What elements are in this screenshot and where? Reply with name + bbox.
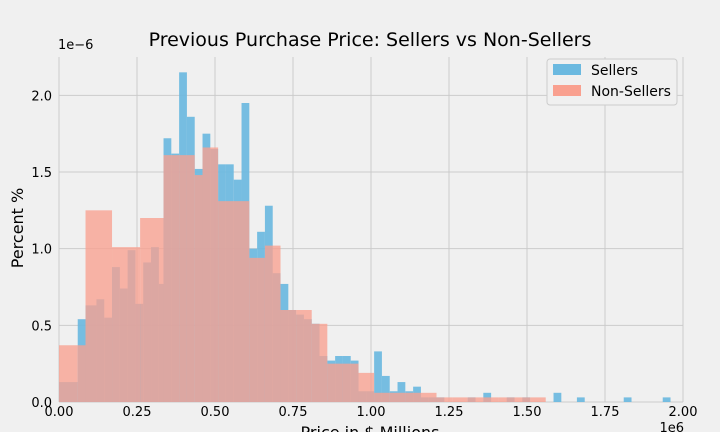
bar-sellers [662, 397, 671, 402]
legend-swatch-non-sellers [553, 85, 581, 96]
bar-non-sellers [59, 345, 78, 402]
bar-non-sellers [163, 155, 180, 402]
bar-non-sellers [358, 372, 375, 402]
bar-non-sellers [374, 392, 390, 402]
y-tick-label: 1.5 [31, 166, 52, 181]
y-offset-label: 1e−6 [58, 38, 93, 53]
x-tick-label: 1.75 [591, 405, 620, 420]
bar-sellers [553, 392, 562, 402]
y-tick-label: 0.5 [31, 319, 52, 334]
x-offset-label: 1e6 [659, 421, 684, 432]
bar-non-sellers [85, 210, 113, 402]
y-tick-label: 2.0 [31, 89, 52, 104]
bar-sellers [397, 382, 406, 402]
y-axis-label: Percent % [8, 188, 27, 269]
bar-non-sellers [342, 363, 359, 402]
x-tick-label: 0.50 [201, 405, 230, 420]
y-tick-label: 0.0 [31, 396, 52, 411]
bar-non-sellers [420, 392, 437, 402]
x-tick-label: 0.75 [279, 405, 308, 420]
bar-non-sellers [264, 245, 281, 402]
bar-non-sellers [498, 397, 515, 402]
bar-non-sellers [186, 155, 195, 402]
x-tick-label: 2.00 [669, 405, 698, 420]
bar-non-sellers [296, 310, 312, 402]
bar-non-sellers [77, 345, 86, 402]
bar-non-sellers [405, 392, 421, 402]
x-tick-label: 0.25 [123, 405, 152, 420]
bar-non-sellers [140, 218, 164, 402]
legend: Sellers Non-Sellers [546, 58, 678, 106]
bar-sellers [623, 397, 632, 402]
bar-sellers [381, 375, 390, 402]
bar-non-sellers [483, 397, 499, 402]
x-axis-label: Price in $ Millions [301, 423, 440, 432]
bar-non-sellers [179, 155, 187, 402]
bar-non-sellers [514, 397, 531, 402]
bar-non-sellers [311, 323, 328, 402]
bar-sellers [374, 351, 382, 402]
bar-non-sellers [530, 397, 546, 402]
bar-non-sellers [218, 201, 250, 402]
bar-non-sellers [194, 175, 203, 402]
bar-non-sellers [280, 310, 297, 402]
series-non-sellers-bars [59, 147, 546, 402]
bar-non-sellers [112, 247, 141, 402]
bar-sellers [576, 397, 585, 402]
legend-label-non-sellers: Non-Sellers [591, 84, 671, 100]
x-tick-labels: 0.00 0.25 0.50 0.75 1.00 1.25 1.50 1.75 2.00 [45, 405, 698, 420]
y-tick-labels: 0.0 0.5 1.0 1.5 2.0 [31, 89, 52, 411]
legend-swatch-sellers [553, 64, 581, 75]
chart-title: Previous Purchase Price: Sellers vs Non-… [149, 29, 592, 51]
x-tick-label: 1.00 [357, 405, 386, 420]
bar-non-sellers [327, 363, 343, 402]
bar-non-sellers [436, 397, 453, 402]
bar-non-sellers [249, 257, 265, 402]
bar-non-sellers [452, 397, 468, 402]
legend-label-sellers: Sellers [591, 63, 638, 79]
x-tick-label: 1.25 [435, 405, 464, 420]
x-tick-label: 1.50 [513, 405, 542, 420]
x-tick-label: 0.00 [45, 405, 74, 420]
y-tick-label: 1.0 [31, 243, 52, 258]
bar-non-sellers [467, 397, 484, 402]
bar-non-sellers [389, 392, 406, 402]
bar-non-sellers [202, 147, 219, 402]
